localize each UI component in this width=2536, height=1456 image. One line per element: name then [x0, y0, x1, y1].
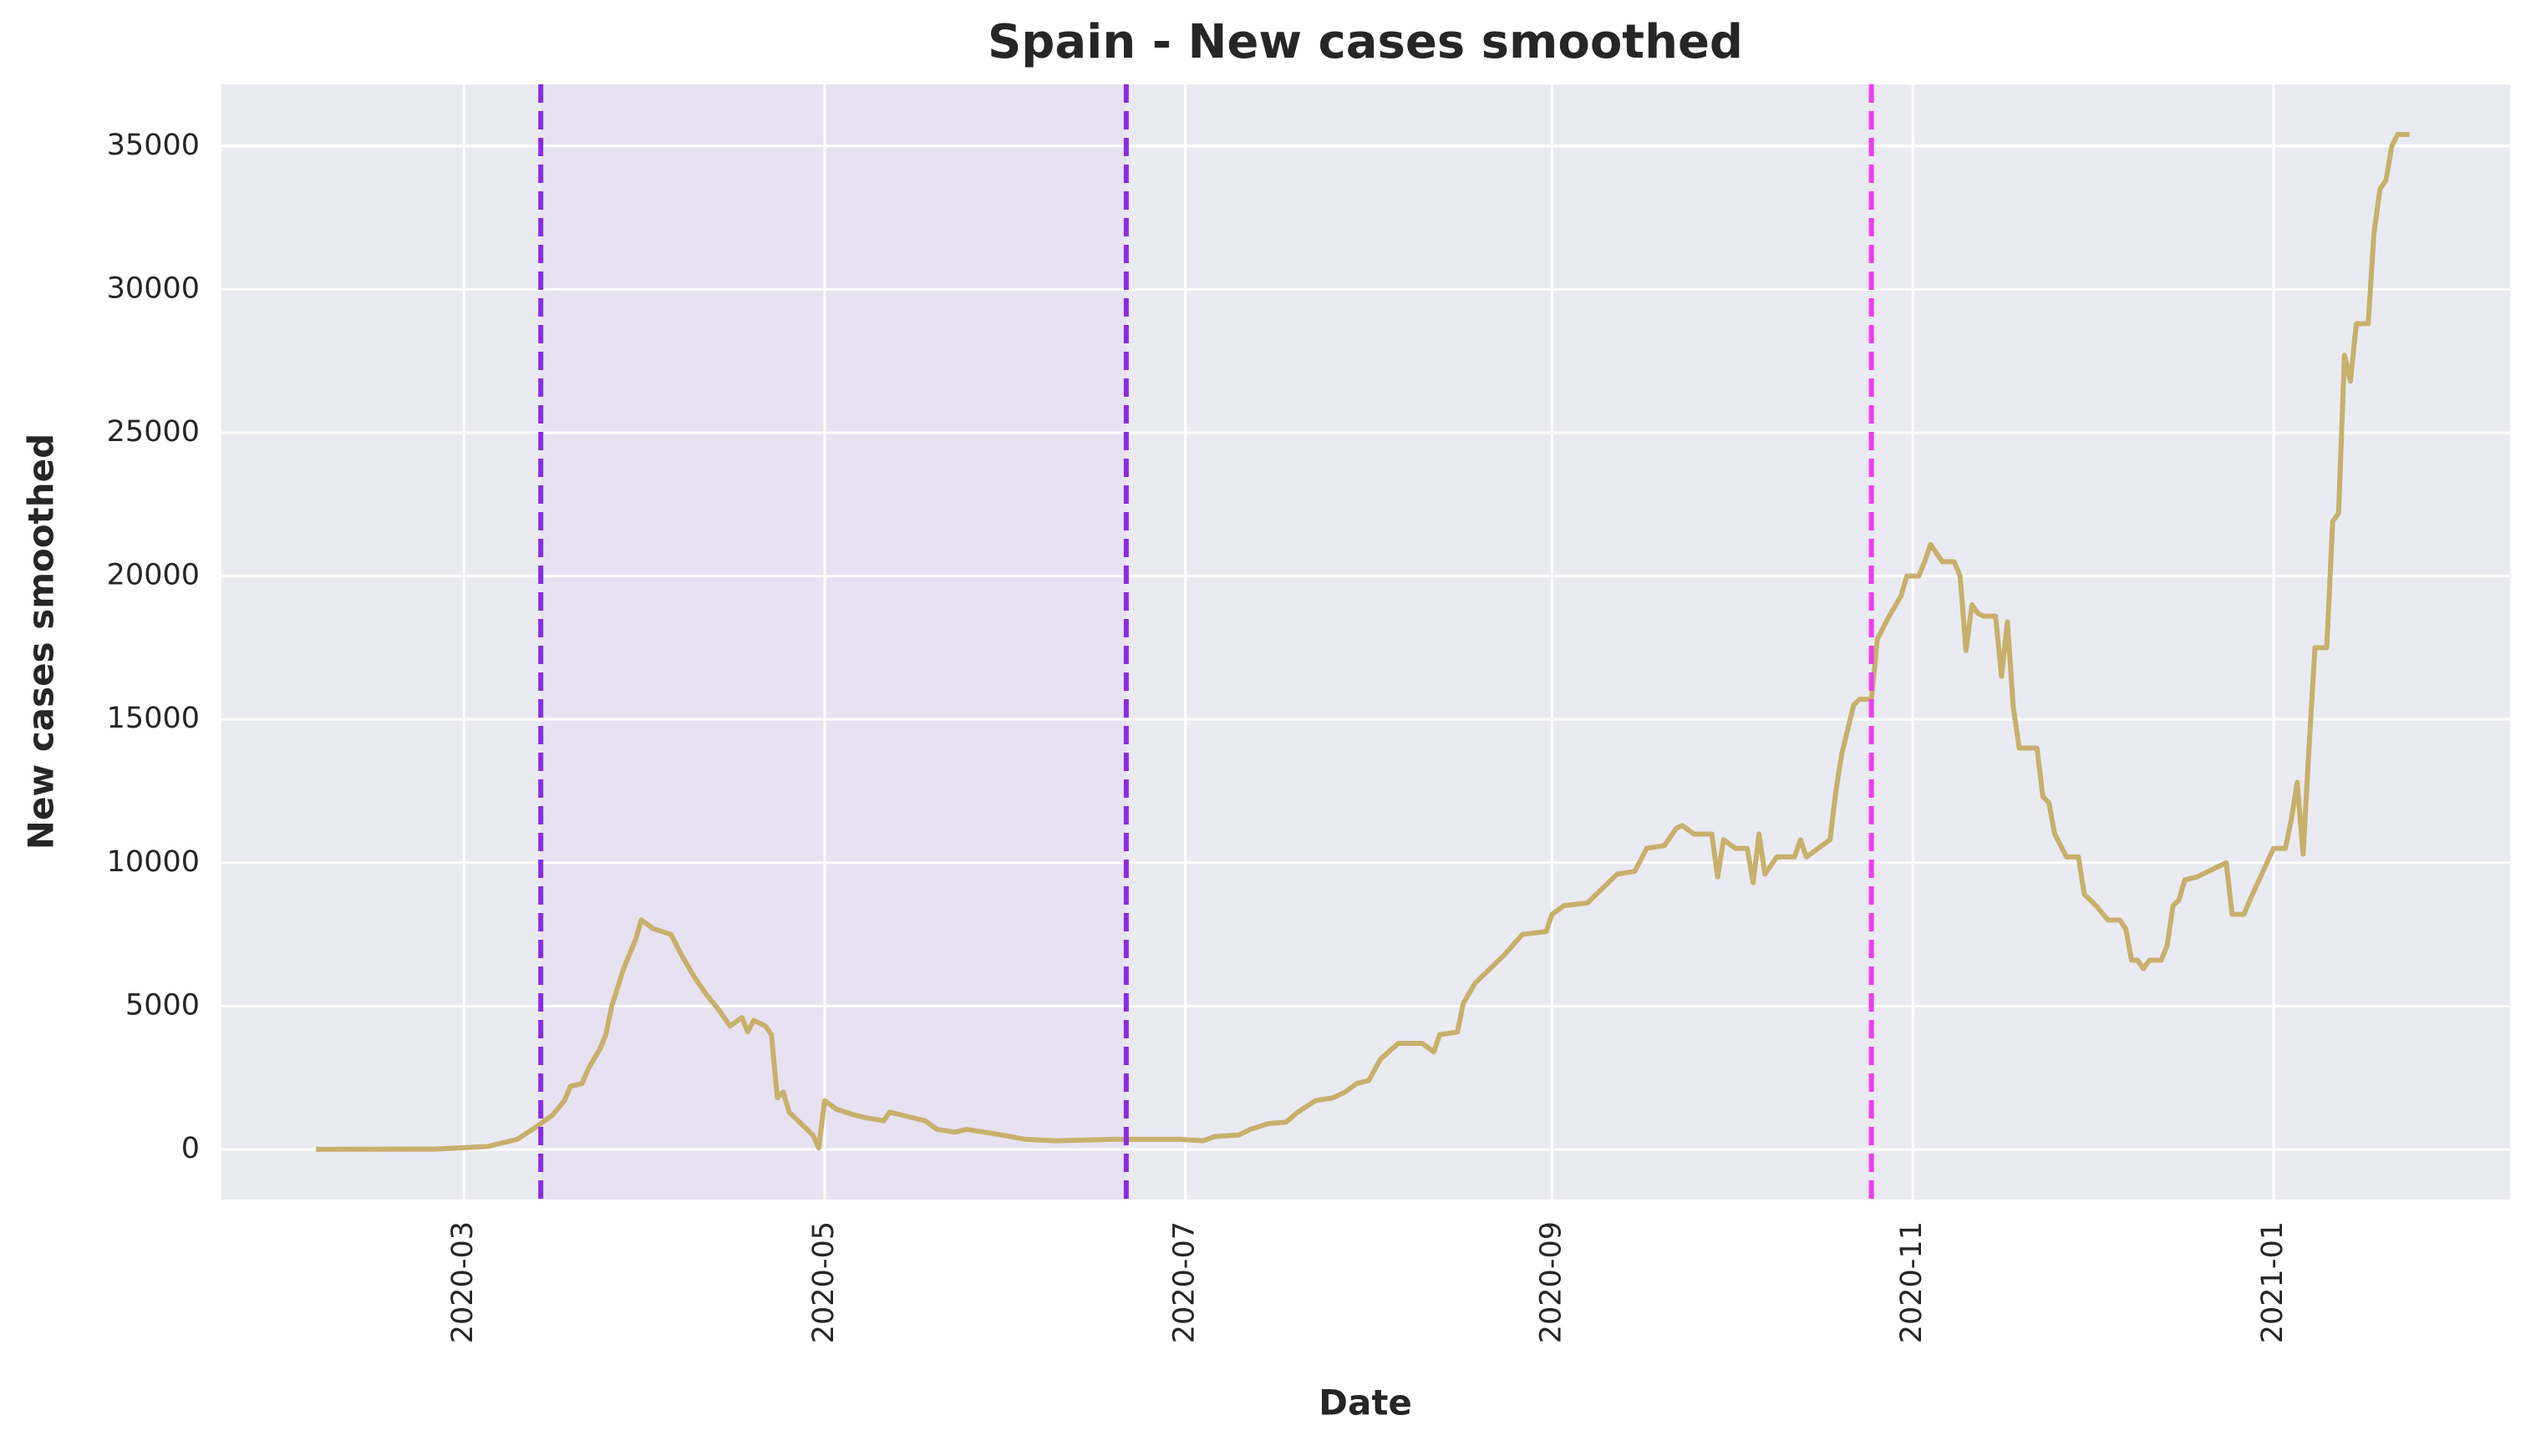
y-tick-label: 5000: [125, 988, 200, 1022]
x-tick-label: 2020-07: [1168, 1221, 1202, 1343]
shaded-span: [541, 84, 1126, 1200]
y-tick-label: 30000: [107, 271, 200, 305]
y-tick-label: 0: [181, 1132, 200, 1165]
y-tick-label: 25000: [107, 415, 200, 449]
y-tick-label: 15000: [107, 702, 200, 735]
x-tick-label: 2020-11: [1895, 1221, 1929, 1343]
data-line: [316, 132, 2410, 1152]
x-axis-label: Date: [1319, 1382, 1412, 1423]
chart-title: Spain - New cases smoothed: [988, 15, 1743, 69]
x-tick-label: 2020-03: [446, 1221, 480, 1343]
y-tick-label: 10000: [107, 845, 200, 879]
x-tick-label: 2020-05: [807, 1221, 841, 1343]
x-tick-label: 2020-09: [1534, 1221, 1568, 1343]
y-tick-label: 35000: [107, 129, 200, 162]
x-tick-label: 2021-01: [2256, 1221, 2290, 1343]
y-tick-label: 20000: [107, 559, 200, 592]
y-axis-label: New cases smoothed: [21, 434, 62, 850]
